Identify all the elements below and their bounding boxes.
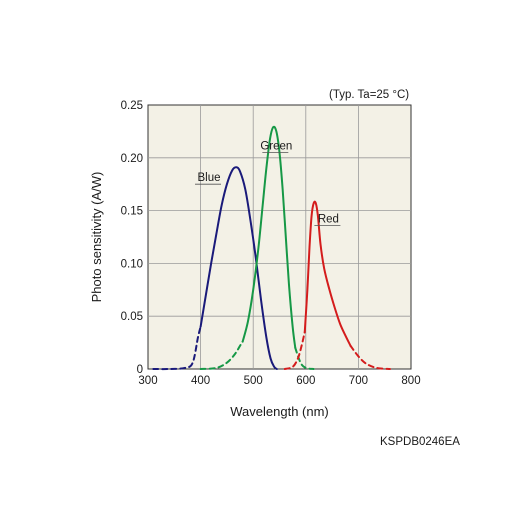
series-red-dashed-start [283, 331, 306, 370]
conditions-note: (Typ. Ta=25 °C) [329, 89, 410, 101]
series-label-green: Green [260, 141, 292, 153]
x-tick-label-500: 500 [244, 375, 263, 387]
x-tick-label-800: 800 [401, 375, 420, 387]
y-tick-label-1: 0.05 [121, 311, 143, 323]
series-green-dashed-start [199, 340, 244, 370]
x-tick-label-700: 700 [349, 375, 368, 387]
y-tick-label-0: 0 [137, 364, 143, 376]
series-blue-line [199, 166, 278, 370]
tick-labels: 300 400 500 600 700 800 0 0.05 0.10 0.15 0.20 0.25 [121, 100, 421, 387]
x-tick-label-300: 300 [138, 375, 157, 387]
document-code: KSPDB0246EA [380, 436, 460, 448]
x-axis-title: Wavelength (nm) [230, 404, 329, 419]
series-layer [152, 125, 391, 371]
series-red-dashed-end [349, 344, 391, 370]
y-tick-label-4: 0.20 [121, 153, 143, 165]
x-tick-label-600: 600 [296, 375, 315, 387]
y-tick-label-5: 0.25 [121, 100, 143, 112]
x-tick-label-400: 400 [191, 375, 210, 387]
y-tick-label-3: 0.15 [121, 206, 143, 218]
y-axis-title: Photo sensitivity (A/W) [89, 172, 104, 303]
series-labels: Blue Green Red [195, 141, 341, 226]
y-tick-label-2: 0.10 [121, 258, 143, 270]
series-label-blue: Blue [197, 172, 220, 184]
series-green-dashed-end [294, 346, 315, 370]
series-red-line [303, 200, 352, 347]
series-blue-dashed-start [152, 325, 202, 371]
series-label-red: Red [318, 213, 339, 225]
series-green-line [241, 125, 297, 349]
